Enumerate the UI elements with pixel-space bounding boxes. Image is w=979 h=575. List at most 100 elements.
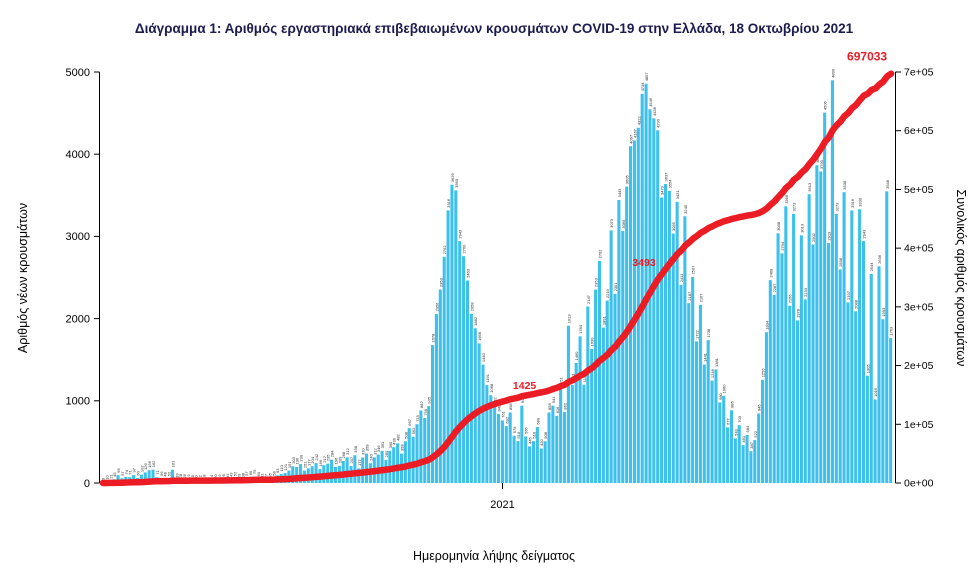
bar-value-label: 1630 [590,337,595,347]
bar-value-label: 65 [248,470,253,475]
bar-value-label: 93 [275,468,280,473]
bar [729,410,734,483]
bar-value-label: 3513 [807,182,812,192]
bar-value-label: 4436 [652,106,657,116]
bar-value-label: 2197 [846,290,851,300]
bar-value-label: 1381 [714,357,719,367]
bar-value-label: 18 [202,474,207,479]
bar-value-label: 680 [535,417,540,424]
bar-value-label: 1068 [489,383,494,393]
bar-value-label: 4290 [656,118,661,128]
bar [695,341,699,483]
bar [613,293,617,483]
bar-value-label: 1151 [559,377,564,386]
bar-value-label: 196 [334,457,339,464]
bar-value-label: 71 [128,469,133,474]
y-right-tick-label: 0e+00 [904,478,934,490]
bar-value-label: 57 [244,471,249,476]
bar-value-label: 2301 [613,282,618,292]
bar-value-label: 312 [372,447,377,454]
bar-value-label: 445 [528,436,533,443]
bar-value-label: 56 [159,471,164,476]
bar [314,463,318,483]
y-right-tick-label: 3e+05 [904,301,934,313]
bar-value-label: 2636 [877,254,882,264]
bar-value-label: 1678 [431,333,436,343]
bar [291,466,295,483]
bar [465,280,470,483]
bar [679,284,683,483]
bar [578,336,582,483]
bar-value-label: 35 [268,472,273,477]
bar [850,210,854,484]
bar [726,427,730,483]
bar [419,410,423,483]
bar-value-label: 4506 [823,100,828,110]
bar-value-label: 3637 [664,172,669,182]
bar-value-label: 1016 [873,387,878,397]
bar [458,241,462,483]
bar [714,369,718,483]
bar-value-label: 358 [400,444,405,451]
bar [147,470,151,483]
bar-value-label: 1246 [710,368,715,378]
bar [737,425,741,483]
bar [830,80,834,484]
bar-value-label: 3554 [667,179,672,189]
bar-value-label: 204 [310,456,315,463]
bar-value-label: 346 [376,445,381,452]
bar-value-label: 2752 [442,245,447,255]
bar-value-label: 761 [500,410,505,417]
bar [295,466,299,483]
bar [411,436,415,483]
bar-value-label: 161 [170,460,175,467]
bar [535,427,539,483]
bar [656,130,660,484]
bar-value-label: 3035 [671,221,676,231]
bar-value-label: 58 [271,470,276,475]
bar [396,443,400,483]
bar [632,140,636,483]
bar [644,83,648,483]
bar-value-label: 110 [279,464,284,471]
bar [365,453,369,483]
bar-value-label: 12 [198,474,203,479]
y-right-tick-label: 4e+05 [904,243,934,255]
bar [621,231,625,483]
bar-value-label: 230 [299,454,304,461]
y-right-tick-label: 5e+05 [904,184,934,196]
bar-value-label: 2056 [434,302,439,312]
bar [761,379,765,483]
bar-value-label: 3065 [621,219,626,229]
bar-value-label: 840 [497,404,502,411]
bar-value-label: 27 [264,473,269,478]
bar [403,441,407,483]
chart-title: Διάγραμμα 1: Αριθμός εργαστηριακά επιβεβ… [135,21,854,36]
y-left-tick-label: 0 [84,478,90,490]
bar [590,349,594,483]
bar-value-label: 1722 [695,329,700,339]
bar [469,313,473,483]
bar-value-label: 102 [139,465,144,472]
bar [353,455,357,483]
bar [772,295,776,483]
bar-value-label: 1440 [481,352,486,362]
bar [683,216,687,483]
bar-value-label: 1738 [706,328,711,338]
bar [811,244,815,483]
bar-value-label: 4546 [648,97,653,107]
bar-value-label: 74 [124,469,129,474]
bar-value-label: 2088 [854,299,859,309]
bar-value-label: 10 [104,474,109,479]
annotation-text: 3493 [632,257,656,269]
bar-value-label: 862 [563,402,568,409]
annotation-text: 1425 [513,380,537,392]
bar-value-label: 858 [508,403,513,410]
bar-value-label: 2902 [811,232,816,242]
bar [415,424,419,483]
bar-value-label: 2167 [698,293,703,303]
bar [605,300,609,483]
bar [636,127,640,483]
bar-value-label: 858 [547,403,552,410]
bar-value-label: 280 [384,450,389,457]
